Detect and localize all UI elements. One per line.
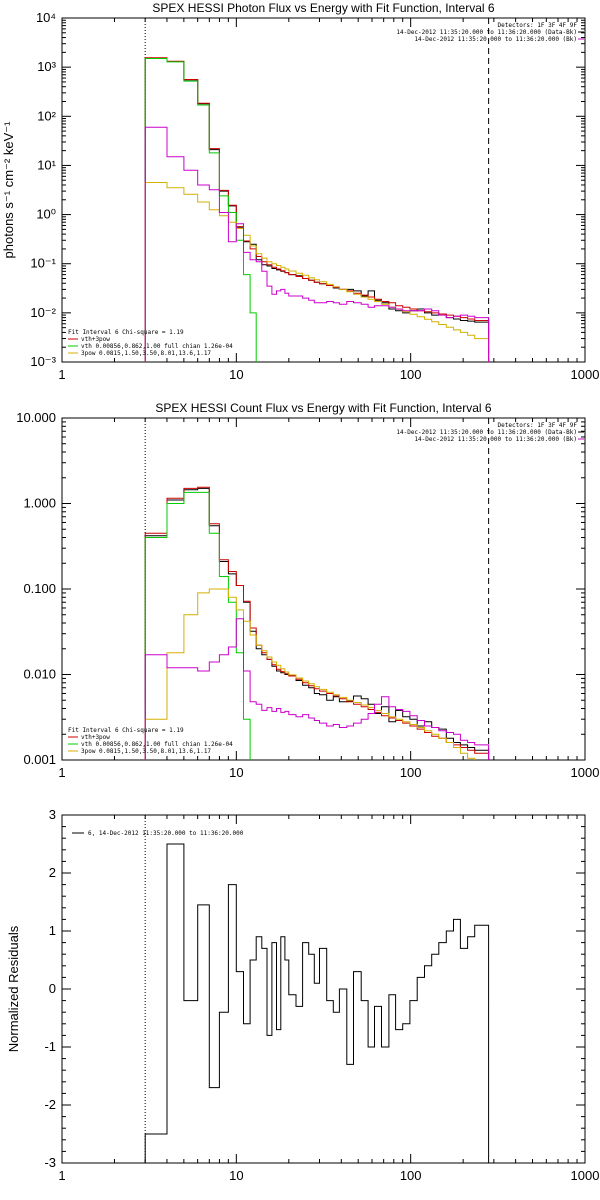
x-tick-label: 1000 [571, 367, 600, 382]
y-tick-label: 10⁻³ [30, 354, 56, 369]
plot-frame [61, 417, 586, 761]
series-line-3 [144, 58, 257, 362]
y-tick-label: 10³ [37, 59, 56, 74]
legend-label: vth 0.00856,0.862,1.00 full chian 1.26e-… [81, 343, 233, 350]
x-tick-label: 100 [400, 765, 422, 780]
y-tick-label: 10⁻² [30, 305, 56, 320]
legend-label: 6, 14-Dec-2012 11:35:20.000 to 11:36:20.… [88, 830, 244, 837]
plot-frame [61, 17, 586, 363]
header-text: 14-Dec-2012 11:35:20.000 to 11:36:20.000… [396, 429, 577, 436]
chart-panel-1: SPEX HESSI Photon Flux vs Energy with Fi… [1, 1, 600, 382]
y-tick-label: -3 [44, 1155, 56, 1170]
plot-frame [61, 814, 586, 1164]
legend-label: vth+3pow [81, 336, 110, 343]
x-tick-label: 100 [400, 1168, 422, 1183]
series-line-5 [144, 618, 490, 760]
x-tick-label: 10 [229, 1168, 243, 1183]
x-tick-label: 10 [229, 765, 243, 780]
legend-title: Fit Interval 6 Chi-square = 1.19 [68, 727, 184, 734]
header-text: 14-Dec-2012 11:35:20.000 to 11:36:20.000… [414, 436, 577, 443]
x-tick-label: 1000 [571, 1168, 600, 1183]
chart-title: SPEX HESSI Count Flux vs Energy with Fit… [155, 401, 491, 415]
header-text: Detectors: 1F 3F 4F 9F [498, 422, 578, 429]
header-text: 14-Dec-2012 11:35:20.000 to 11:36:20.000… [414, 36, 577, 43]
x-tick-label: 100 [400, 367, 422, 382]
series-group [144, 843, 490, 1163]
series-line-1 [144, 58, 490, 362]
y-axis-label: photons s⁻¹ cm⁻² keV⁻¹ [1, 121, 16, 259]
series-line-5 [144, 126, 490, 362]
y-tick-label: 10¹ [37, 157, 56, 172]
x-tick-label: 1000 [571, 765, 600, 780]
series-line-4 [144, 182, 490, 362]
y-tick-label: 0.001 [23, 752, 56, 767]
chart-panel-3: 1 10 100 1000 -3 -2 -1 0 1 2 3 Normalized Residuals… [6, 807, 599, 1183]
y-tick-label: 0.010 [23, 667, 56, 682]
y-tick-label: 10⁻¹ [30, 256, 56, 271]
y-tick-label: 10⁴ [36, 10, 56, 25]
y-tick-label: 1.000 [23, 496, 56, 511]
series-line-3 [144, 491, 251, 760]
x-tick-label: 10 [229, 367, 243, 382]
y-tick-label: -2 [44, 1097, 56, 1112]
y-tick-label: 1 [49, 923, 56, 938]
header-text: Detectors: 1F 3F 4F 9F [498, 22, 578, 29]
series-group [144, 486, 490, 760]
y-tick-label: 0.100 [23, 581, 56, 596]
legend-label: vth+3pow [81, 734, 110, 741]
series-line-2 [144, 486, 490, 760]
legend-title: Fit Interval 6 Chi-square = 1.19 [68, 329, 184, 336]
y-tick-label: 10² [37, 108, 56, 123]
series-group [144, 57, 490, 362]
y-tick-label: 3 [49, 807, 56, 822]
legend-label: vth 0.00856,0.862,1.00 full chian 1.26e-… [81, 741, 233, 748]
y-tick-label: 0 [49, 981, 56, 996]
y-tick-label: -1 [44, 1039, 56, 1054]
y-tick-label: 10⁰ [36, 207, 56, 222]
y-axis-label: Normalized Residuals [6, 925, 21, 1052]
header-text: 14-Dec-2012 11:35:20.000 to 11:36:20.000… [396, 29, 577, 36]
x-tick-label: 1 [58, 367, 65, 382]
x-tick-label: 1 [58, 1168, 65, 1183]
x-tick-label: 1 [58, 765, 65, 780]
series-line-1 [144, 843, 490, 1163]
series-line-4 [144, 588, 476, 760]
legend-label: 3pow 0.0815,1.50,3.50,8.01,13.6,1.17 [81, 350, 211, 357]
legend-label: 3pow 0.0815,1.50,3.50,8.01,13.6,1.17 [81, 748, 211, 755]
chart-panel-2: SPEX HESSI Count Flux vs Energy with Fit… [16, 401, 600, 780]
chart-title: SPEX HESSI Photon Flux vs Energy with Fi… [152, 1, 494, 15]
y-tick-label: 10.000 [16, 410, 56, 425]
series-line-2 [144, 57, 490, 362]
y-tick-label: 2 [49, 865, 56, 880]
